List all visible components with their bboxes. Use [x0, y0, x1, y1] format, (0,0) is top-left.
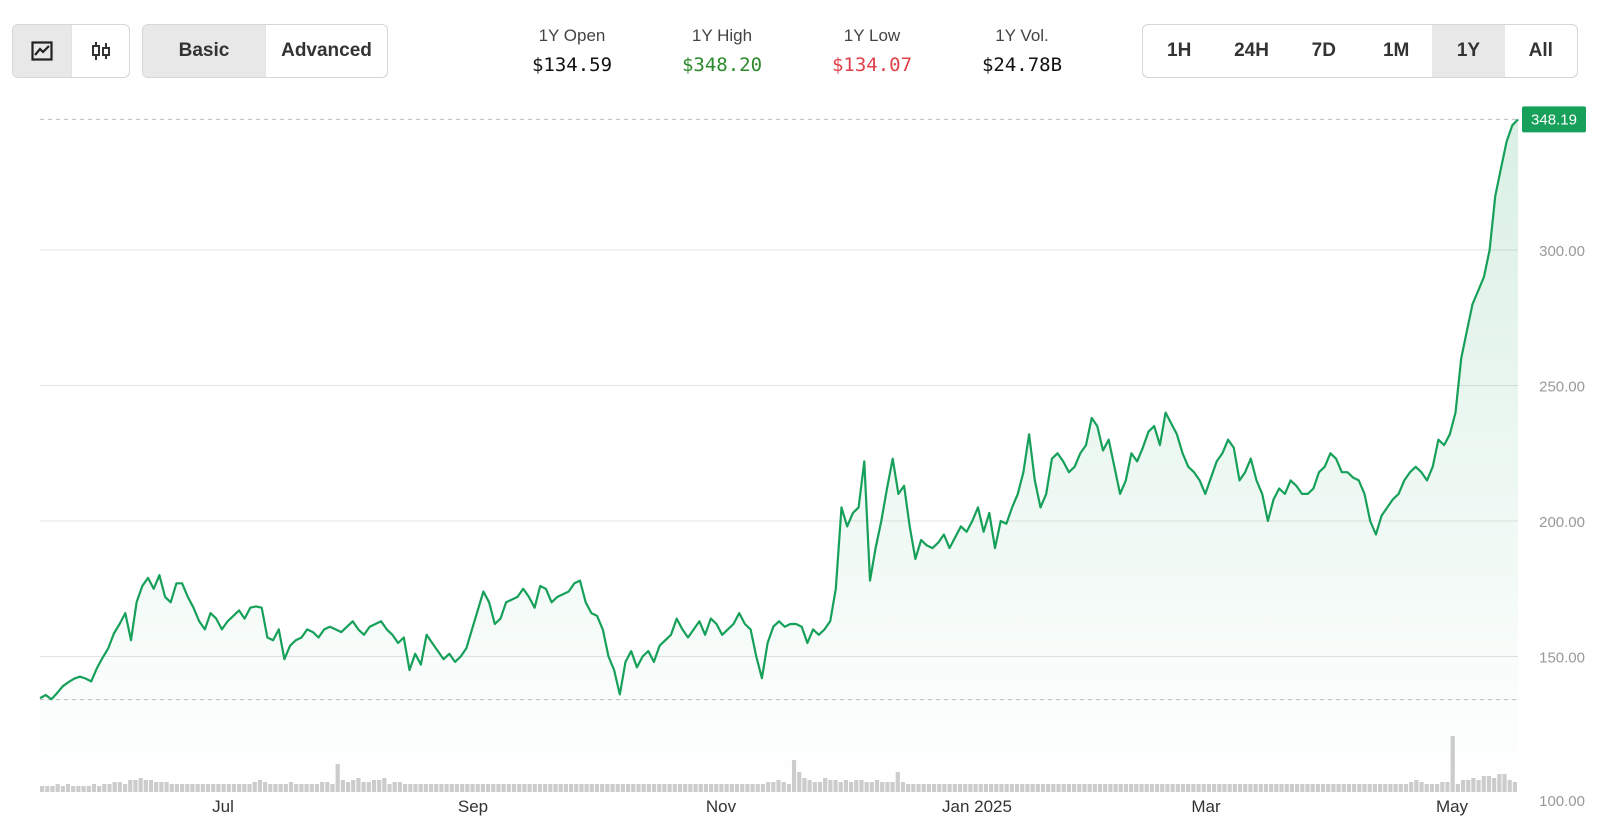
price-line	[39, 118, 1519, 701]
stat-low-label: 1Y Low	[843, 26, 901, 45]
range-button-1m[interactable]: 1M	[1382, 40, 1410, 61]
current-price-tag-bg	[1522, 106, 1586, 133]
stat-vol-value: $24.78B	[981, 54, 1063, 76]
range-button-7d[interactable]: 7D	[1311, 40, 1336, 61]
stat-high-value: $348.20	[681, 54, 763, 76]
candlestick-icon	[91, 42, 110, 60]
y-axis: 100.00 150.00 200.00 250.00 300.00	[1539, 243, 1585, 810]
range-button-all[interactable]: All	[1528, 40, 1553, 61]
candlestick-button[interactable]	[71, 25, 129, 77]
x-tick-label: Nov	[706, 797, 737, 816]
y-tick-label: 300.00	[1539, 243, 1585, 260]
x-tick-label: Jan 2025	[942, 797, 1012, 816]
range-selector: 1H 24H 7D 1M 1Y All	[1142, 24, 1578, 78]
x-tick-label: Mar	[1191, 797, 1221, 816]
y-tick-label: 100.00	[1539, 793, 1585, 810]
stat-low: 1Y Low $134.07	[797, 26, 947, 76]
stat-open-value: $134.59	[531, 54, 613, 76]
range-button-1h[interactable]: 1H	[1167, 40, 1192, 61]
x-axis: Jul Sep Nov Jan 2025 Mar May	[212, 797, 1468, 816]
line-chart-button[interactable]	[13, 25, 71, 77]
stat-low-value: $134.07	[831, 54, 913, 76]
y-tick-label: 250.00	[1539, 379, 1585, 396]
range-button-1y[interactable]: 1Y	[1432, 25, 1505, 77]
basic-button[interactable]: Basic	[143, 25, 265, 77]
line-chart-icon	[31, 41, 53, 61]
x-tick-label: Jul	[212, 797, 234, 816]
current-price-tag: 348.19	[1522, 106, 1586, 133]
mode-toggle: Basic Advanced	[142, 24, 388, 78]
stat-high-label: 1Y High	[691, 26, 753, 45]
stat-open-label: 1Y Open	[538, 26, 606, 45]
x-tick-label: May	[1436, 797, 1469, 816]
stat-high: 1Y High $348.20	[647, 26, 797, 76]
x-tick-label: Sep	[458, 797, 488, 816]
advanced-button[interactable]: Advanced	[265, 25, 387, 77]
chart-type-toggle	[12, 24, 130, 78]
y-tick-label: 150.00	[1539, 650, 1585, 667]
stat-vol: 1Y Vol. $24.78B	[947, 26, 1097, 76]
current-price-value: 348.19	[1531, 111, 1577, 128]
range-button-24h[interactable]: 24H	[1234, 40, 1269, 61]
price-area	[40, 119, 1518, 792]
stat-open: 1Y Open $134.59	[497, 26, 647, 76]
y-tick-label: 200.00	[1539, 514, 1585, 531]
stat-vol-label: 1Y Vol.	[995, 26, 1049, 45]
